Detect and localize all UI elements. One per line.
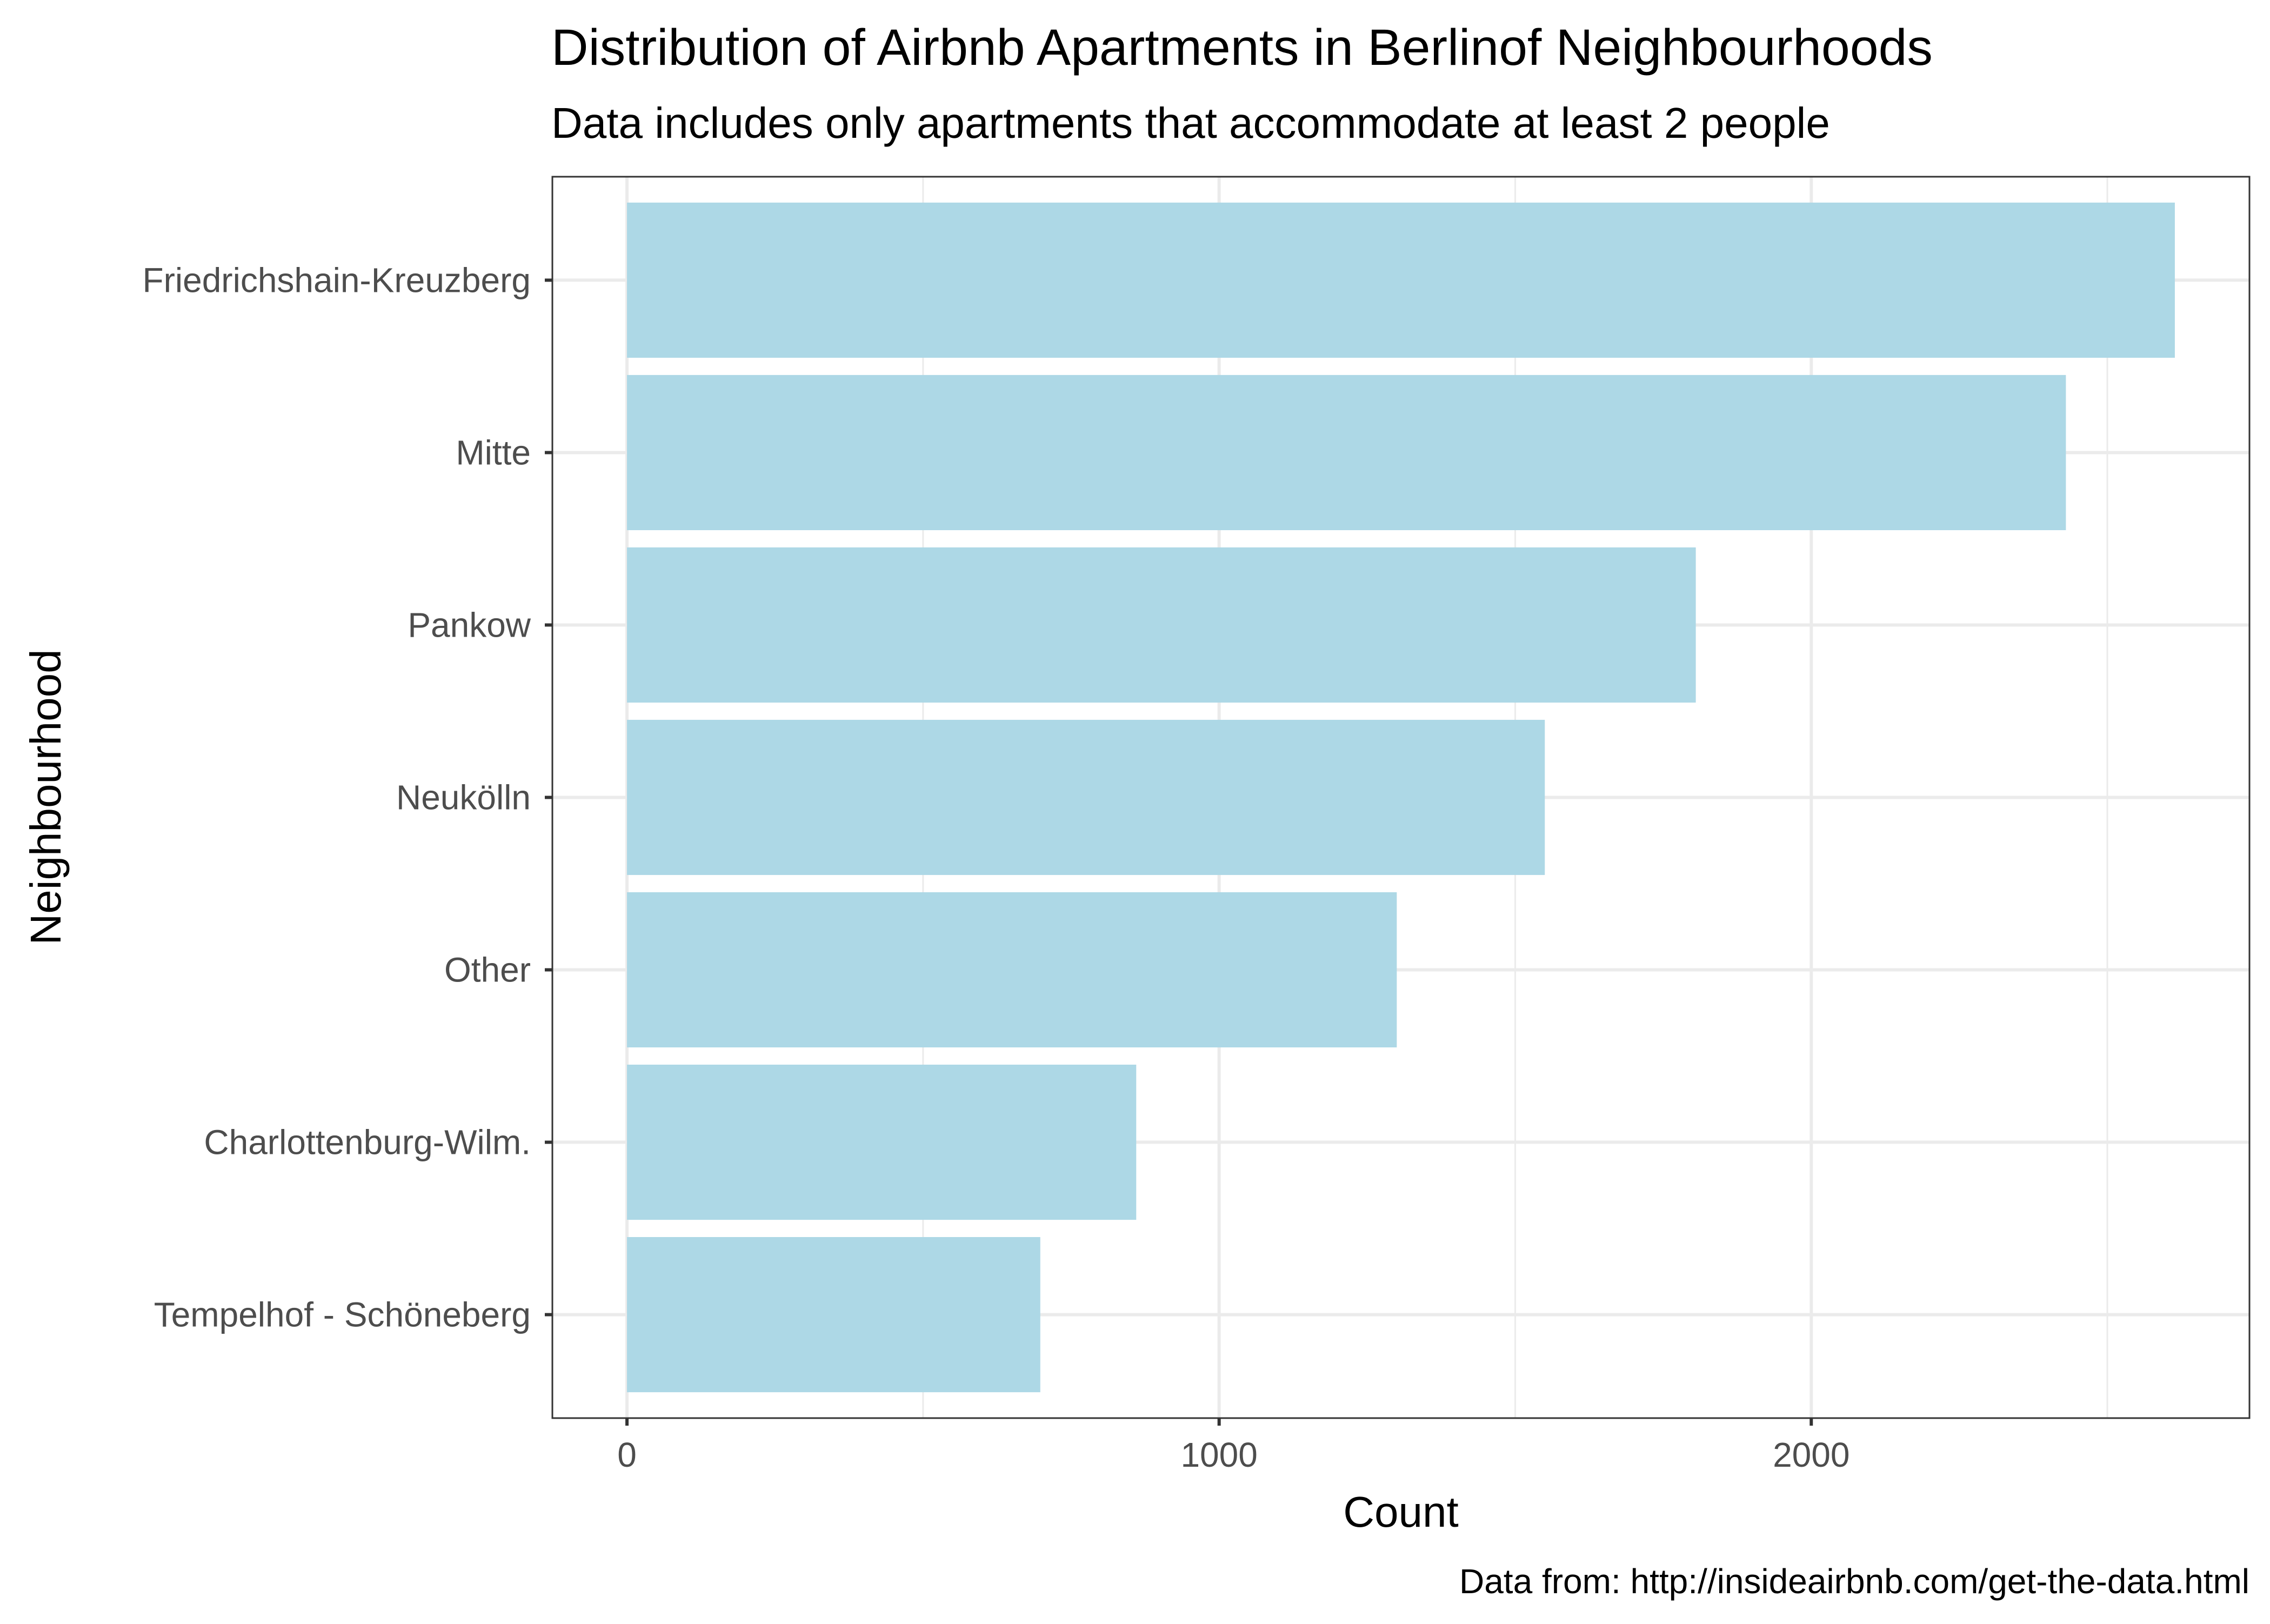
bar-3 (627, 547, 1696, 703)
bar-2 (627, 375, 2066, 531)
bar-5 (627, 892, 1397, 1048)
y-tick-label-4: Neukölln (396, 778, 531, 817)
x-axis-title: Count (1343, 1488, 1458, 1536)
y-tick-label-6: Charlottenburg-Wilm. (204, 1123, 531, 1162)
x-tick-label-2: 2000 (1773, 1435, 1850, 1474)
y-axis-title: Neighbourhood (22, 649, 70, 945)
data-source-caption: Data from: http://insideairbnb.com/get-t… (1459, 1562, 2249, 1601)
y-tick-label-2: Mitte (456, 433, 531, 472)
x-axis: 0 1000 2000 (617, 1418, 1850, 1474)
chart-subtitle: Data includes only apartments that accom… (551, 99, 1830, 147)
chart-title: Distribution of Airbnb Apartments in Ber… (551, 19, 1933, 76)
y-tick-label-7: Tempelhof - Schöneberg (154, 1295, 531, 1334)
x-tick-label-0: 0 (617, 1435, 637, 1474)
bar-4 (627, 719, 1545, 876)
bar-6 (627, 1064, 1137, 1220)
x-tick-label-1: 1000 (1180, 1435, 1257, 1474)
y-tick-label-5: Other (444, 951, 531, 990)
bar-1 (627, 202, 2175, 358)
bar-7 (627, 1237, 1040, 1393)
y-tick-label-3: Pankow (408, 605, 531, 644)
bars (627, 202, 2175, 1393)
y-tick-label-1: Friedrichshain-Kreuzberg (142, 260, 531, 299)
y-axis: Friedrichshain-Kreuzberg Mitte Pankow Neukö… (142, 260, 552, 1334)
